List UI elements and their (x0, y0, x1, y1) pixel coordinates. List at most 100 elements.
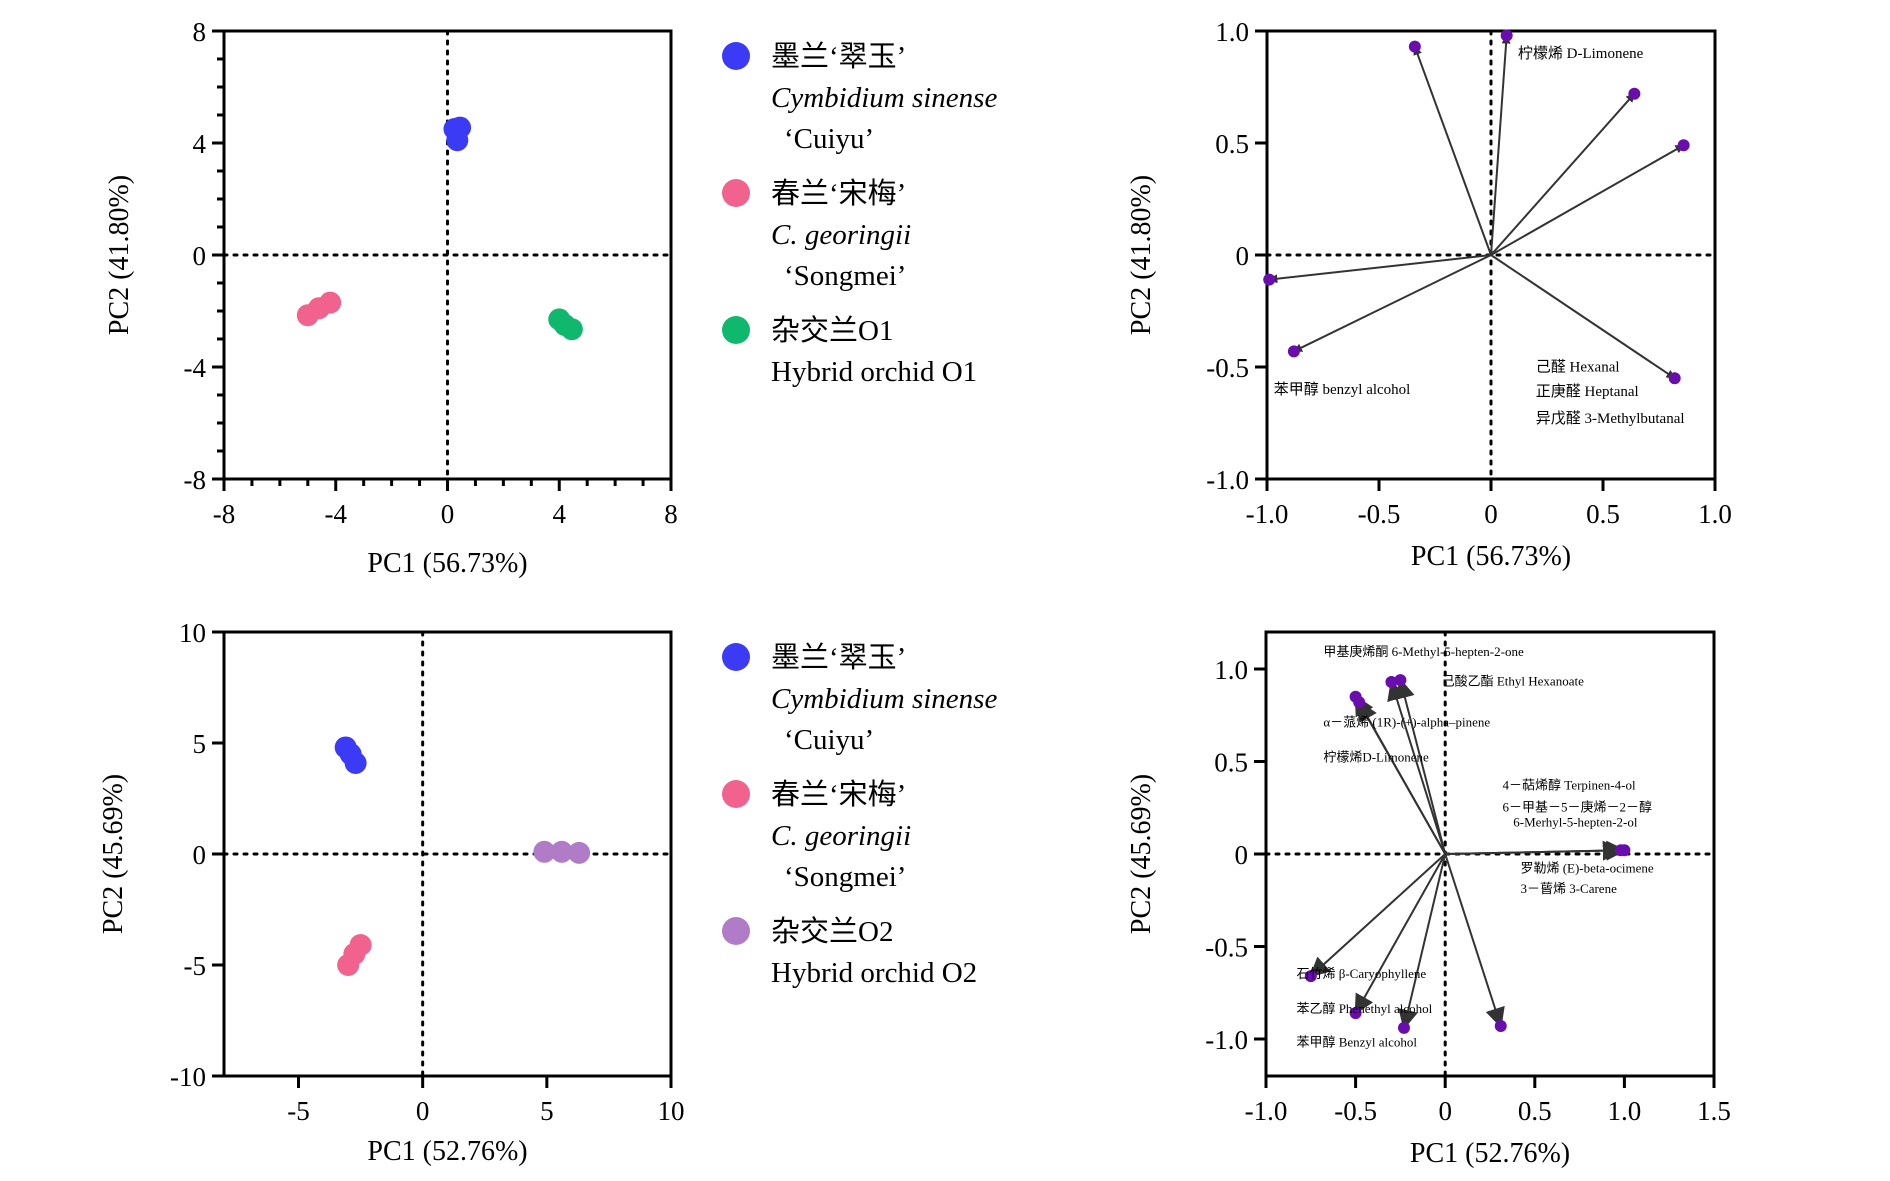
loading-point (1677, 139, 1690, 152)
legend-marker (722, 643, 750, 671)
y-tick-label: -1.0 (1205, 1025, 1248, 1055)
scatter-point (344, 751, 367, 774)
legend-label: Hybrid orchid O1 (771, 356, 977, 388)
legend-label: C. georingii (771, 820, 911, 852)
y-tick-label: -1.0 (1206, 465, 1249, 495)
y-tick-label: 5 (193, 729, 207, 759)
legend-label: Cymbidium sinense (771, 683, 997, 715)
y-tick-label: -8 (184, 465, 207, 495)
legend-label: ‘Songmei’ (784, 861, 906, 893)
scatter-point (550, 840, 573, 863)
loading-point (1408, 40, 1421, 53)
variable-label: α－蒎烯 (1R)-(+)-alpha–pinene (1323, 714, 1490, 729)
x-tick-label: -0.5 (1358, 499, 1401, 529)
variable-label: 石竹烯 β-Caryophyllene (1296, 966, 1426, 981)
y-axis-label: PC2 (41.80%) (1126, 175, 1157, 335)
legend-label: ‘Cuiyu’ (784, 123, 874, 155)
variable-label: 己酸乙酯 Ethyl Hexanoate (1442, 674, 1584, 689)
y-axis-label: PC2 (45.69%) (1126, 774, 1157, 934)
scatter-point (560, 318, 583, 341)
loading-vector (1358, 700, 1447, 855)
loading-point (1668, 372, 1681, 385)
x-tick-label: 0 (441, 499, 455, 529)
legend-label: ‘Songmei’ (784, 260, 906, 292)
x-tick-label: -5 (287, 1096, 310, 1126)
loading-point (1263, 273, 1276, 286)
y-tick-label: 0.5 (1214, 748, 1248, 778)
variable-label: 己醛 Hexanal (1536, 358, 1620, 375)
loading-vector (1309, 853, 1446, 978)
chart-br: -1.0 -0.5 0 0.5 1.0 1.5 -1.0 -0.5 0 0.5 1.0 PC1 (52… (1126, 630, 1731, 1169)
variable-label: 6－甲基－5－庚烯－2－醇 (1503, 799, 1653, 814)
variable-label: 6-Merhyl-5-hepten-2-ol (1513, 814, 1638, 829)
x-tick-label: -8 (213, 499, 236, 529)
loading-point (1500, 29, 1513, 42)
loading-vector (1413, 45, 1492, 256)
loading-vector (1445, 840, 1623, 861)
y-tick-label: -10 (170, 1062, 206, 1092)
x-tick-label: -4 (325, 499, 348, 529)
loading-vector (1444, 853, 1505, 1028)
y-tick-label: -0.5 (1205, 933, 1248, 963)
legend-marker (722, 316, 750, 344)
y-tick-label: 1.0 (1215, 17, 1249, 47)
y-tick-label: 0 (193, 840, 207, 870)
loading-point (1614, 844, 1627, 857)
y-tick-label: -5 (184, 951, 207, 981)
variable-label: 柠檬烯 D-Limonene (1518, 45, 1644, 62)
loading-point (1397, 1021, 1410, 1034)
loading-vector (1490, 254, 1676, 380)
y-tick-label: -0.5 (1206, 353, 1249, 383)
legend-label: Hybrid orchid O2 (771, 957, 977, 989)
x-tick-label: 5 (540, 1096, 554, 1126)
variable-label: 正庚醛 Heptanal (1536, 383, 1639, 400)
legend-label: Cymbidium sinense (771, 82, 997, 114)
legend-label: 墨兰‘翠玉’ (771, 40, 906, 73)
variable-label: 3－蒈烯 3-Carene (1520, 881, 1617, 896)
loading-point (1494, 1020, 1507, 1033)
scatter-point (568, 841, 591, 864)
x-tick-label: 4 (553, 499, 567, 529)
legend-label: 杂交兰O2 (771, 915, 893, 948)
scatter-point (319, 291, 342, 314)
loading-point (1304, 970, 1317, 983)
loading-vector (1490, 34, 1511, 256)
x-tick-label: -1.0 (1246, 499, 1289, 529)
variable-label: 苯乙醇 Phenethyl alcohol (1296, 1001, 1432, 1016)
x-tick-label: 0.5 (1586, 499, 1620, 529)
legend-label: 杂交兰O1 (771, 314, 893, 347)
loading-point (1385, 675, 1398, 688)
loading-point (1353, 696, 1366, 709)
x-tick-label: 8 (664, 499, 678, 529)
legend-marker (722, 917, 750, 945)
y-tick-label: 0 (1235, 840, 1249, 870)
x-tick-label: 0 (1484, 499, 1498, 529)
x-tick-label: 1.5 (1697, 1096, 1731, 1126)
y-axis-label: PC2 (45.69%) (98, 774, 129, 934)
x-tick-label: 0.5 (1518, 1096, 1552, 1126)
chart-bl: -5 0 5 10 -10 -5 0 5 10 PC1 (52.76%) PC2 (45.69%) 墨… (98, 618, 997, 1167)
variable-label: 罗勒烯 (E)-beta-ocimene (1520, 861, 1653, 876)
x-tick-label: 0 (416, 1096, 430, 1126)
y-tick-label: 10 (179, 618, 206, 648)
y-tick-label: 0 (1236, 241, 1250, 271)
y-tick-label: 1.0 (1214, 655, 1248, 685)
x-axis-label: PC1 (52.76%) (367, 1136, 527, 1167)
variable-label: 柠檬烯D-Limonene (1323, 750, 1429, 765)
y-tick-label: 0 (193, 241, 207, 271)
variable-label: 甲基庚烯酮 6-Methyl-5-hepten-2-one (1323, 644, 1524, 659)
loading-vector (1293, 254, 1492, 353)
variable-label: 苯甲醇 Benzyl alcohol (1296, 1034, 1417, 1049)
variable-label: 4－萜烯醇 Terpinen-4-ol (1503, 777, 1636, 792)
legend-label: 春兰‘宋梅’ (771, 778, 906, 811)
legend-marker (722, 179, 750, 207)
loading-point (1287, 345, 1300, 358)
legend-label: C. georingii (771, 219, 911, 251)
legend-label: 春兰‘宋梅’ (771, 177, 906, 210)
chart-tl: -8 -4 0 4 8 -8 -4 0 4 8 PC1 (56.73%) PC2 (41.80%) 墨兰… (104, 17, 997, 579)
loading-vector (1490, 93, 1636, 256)
legend-label: 墨兰‘翠玉’ (771, 641, 906, 674)
x-tick-label: 0 (1438, 1096, 1452, 1126)
loading-point (1349, 1007, 1362, 1020)
y-tick-label: 0.5 (1215, 129, 1249, 159)
